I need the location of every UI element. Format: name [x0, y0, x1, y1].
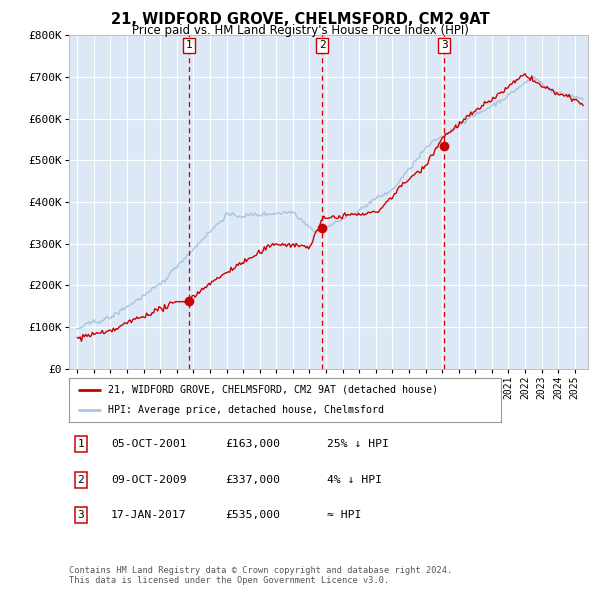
Text: 1: 1 [186, 40, 193, 50]
Text: 2: 2 [319, 40, 325, 50]
Text: £337,000: £337,000 [225, 475, 280, 484]
Text: 21, WIDFORD GROVE, CHELMSFORD, CM2 9AT (detached house): 21, WIDFORD GROVE, CHELMSFORD, CM2 9AT (… [108, 385, 438, 395]
Text: 2: 2 [77, 475, 85, 484]
Text: Price paid vs. HM Land Registry's House Price Index (HPI): Price paid vs. HM Land Registry's House … [131, 24, 469, 37]
Text: 17-JAN-2017: 17-JAN-2017 [111, 510, 187, 520]
Text: 1: 1 [77, 440, 85, 449]
Text: 3: 3 [77, 510, 85, 520]
Text: 3: 3 [441, 40, 448, 50]
Text: ≈ HPI: ≈ HPI [327, 510, 361, 520]
Text: 4% ↓ HPI: 4% ↓ HPI [327, 475, 382, 484]
Text: 09-OCT-2009: 09-OCT-2009 [111, 475, 187, 484]
Text: Contains HM Land Registry data © Crown copyright and database right 2024.
This d: Contains HM Land Registry data © Crown c… [69, 566, 452, 585]
Text: HPI: Average price, detached house, Chelmsford: HPI: Average price, detached house, Chel… [108, 405, 384, 415]
Text: 05-OCT-2001: 05-OCT-2001 [111, 440, 187, 449]
Text: £535,000: £535,000 [225, 510, 280, 520]
Text: 25% ↓ HPI: 25% ↓ HPI [327, 440, 389, 449]
Text: £163,000: £163,000 [225, 440, 280, 449]
Text: 21, WIDFORD GROVE, CHELMSFORD, CM2 9AT: 21, WIDFORD GROVE, CHELMSFORD, CM2 9AT [110, 12, 490, 27]
